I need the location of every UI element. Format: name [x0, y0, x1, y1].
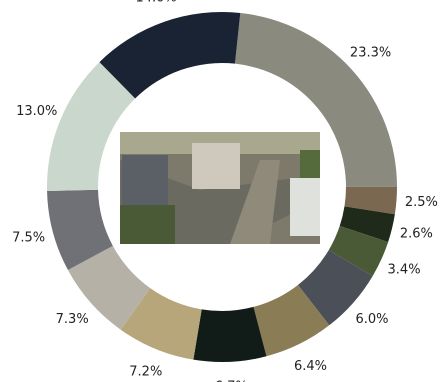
value-label: 7.5%: [12, 231, 45, 246]
value-label: 13.0%: [16, 104, 57, 119]
value-label: 6.0%: [355, 312, 388, 327]
value-label: 23.3%: [350, 46, 391, 61]
donut-segment: [120, 288, 202, 360]
value-label: 2.5%: [405, 195, 438, 210]
donut-segment: [344, 186, 397, 215]
donut-segment: [47, 62, 136, 191]
value-label: 7.2%: [129, 364, 162, 379]
donut-segment: [234, 12, 397, 187]
value-label: 6.7%: [215, 379, 248, 382]
value-label: 2.6%: [400, 227, 433, 242]
donut-segment: [339, 206, 395, 243]
donut-segment: [193, 306, 267, 362]
donut-segment: [328, 226, 389, 277]
donut-segment: [99, 11, 241, 99]
donut-segment: [253, 285, 330, 357]
value-label: 3.4%: [388, 262, 421, 277]
donut-segment: [47, 189, 113, 271]
value-label: 14.0%: [135, 0, 176, 6]
value-label: 6.4%: [294, 359, 327, 374]
donut-segment: [67, 245, 151, 330]
center-photo: [120, 132, 320, 244]
donut-segment: [297, 250, 373, 326]
value-label: 7.3%: [56, 312, 89, 327]
